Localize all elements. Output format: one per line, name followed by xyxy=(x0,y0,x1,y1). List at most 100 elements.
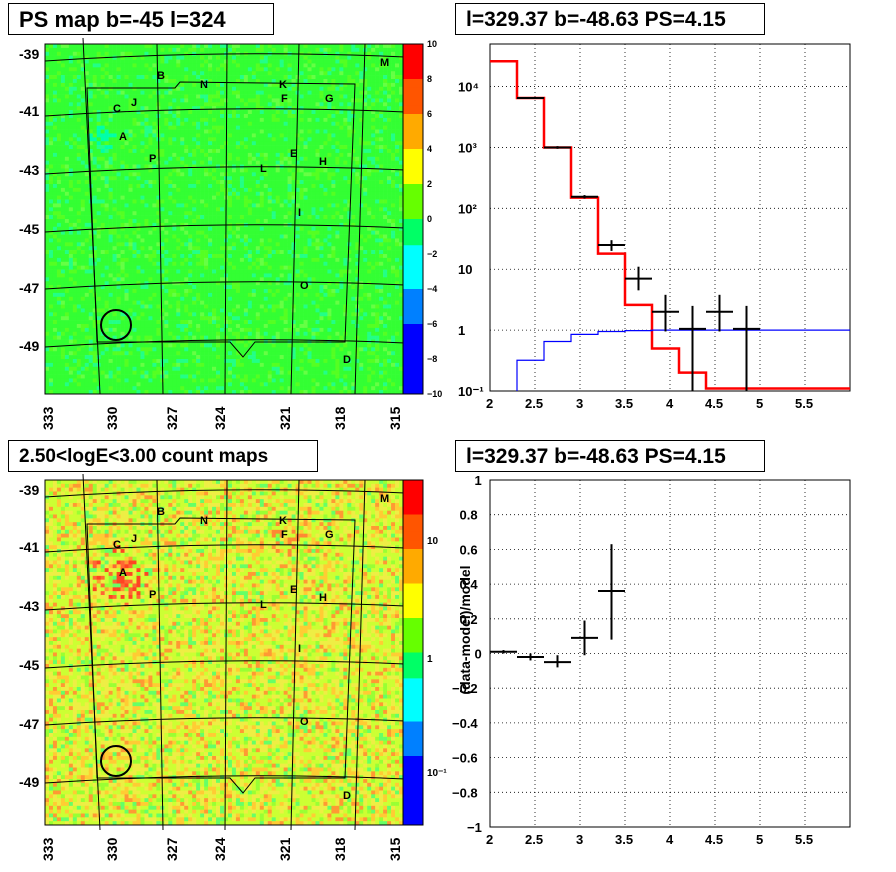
map-pixel xyxy=(69,289,73,293)
map-pixel xyxy=(204,250,208,254)
map-pixel xyxy=(105,137,109,141)
map-pixel xyxy=(53,238,57,242)
map-pixel xyxy=(212,176,216,180)
map-pixel xyxy=(148,324,152,328)
map-pixel xyxy=(61,277,65,281)
map-pixel xyxy=(160,332,164,336)
map-pixel xyxy=(152,301,156,305)
map-pixel xyxy=(53,215,57,219)
map-pixel xyxy=(105,382,109,386)
map-pixel xyxy=(208,289,212,293)
map-pixel xyxy=(125,91,129,95)
map-pixel xyxy=(232,141,236,145)
map-pixel xyxy=(196,242,200,246)
map-pixel xyxy=(117,289,121,293)
map-pixel xyxy=(93,359,97,363)
map-pixel xyxy=(81,262,85,266)
map-pixel xyxy=(200,145,204,149)
map-pixel xyxy=(216,289,220,293)
map-pixel xyxy=(252,375,256,379)
map-pixel xyxy=(129,347,133,351)
map-pixel xyxy=(256,83,260,87)
map-pixel xyxy=(224,336,228,340)
map-pixel xyxy=(236,48,240,52)
map-pixel xyxy=(85,56,89,60)
map-pixel xyxy=(208,165,212,169)
map-pixel xyxy=(73,371,77,375)
map-pixel xyxy=(240,242,244,246)
map-pixel xyxy=(200,130,204,134)
map-pixel xyxy=(264,130,268,134)
map-pixel xyxy=(61,305,65,309)
map-pixel xyxy=(113,52,117,56)
map-pixel xyxy=(85,215,89,219)
map-pixel xyxy=(156,277,160,281)
map-pixel xyxy=(57,211,61,215)
map-pixel xyxy=(93,126,97,130)
map-pixel xyxy=(168,87,172,91)
map-pixel xyxy=(121,343,125,347)
map-pixel xyxy=(260,289,264,293)
map-pixel xyxy=(73,336,77,340)
map-pixel xyxy=(208,386,212,390)
map-pixel xyxy=(125,305,129,309)
map-pixel xyxy=(256,297,260,301)
map-pixel xyxy=(49,165,53,169)
map-pixel xyxy=(121,328,125,332)
map-pixel xyxy=(117,371,121,375)
map-pixel xyxy=(252,102,256,106)
map-pixel xyxy=(196,235,200,239)
map-pixel xyxy=(248,363,252,367)
map-pixel xyxy=(228,60,232,64)
map-pixel xyxy=(212,63,216,67)
map-pixel xyxy=(184,157,188,161)
map-pixel xyxy=(69,277,73,281)
map-pixel xyxy=(101,270,105,274)
map-pixel xyxy=(152,235,156,239)
map-pixel xyxy=(89,273,93,277)
map-pixel xyxy=(152,254,156,258)
map-pixel xyxy=(248,235,252,239)
map-pixel xyxy=(93,196,97,200)
map-pixel xyxy=(57,71,61,75)
map-pixel xyxy=(184,211,188,215)
map-pixel xyxy=(184,180,188,184)
map-pixel xyxy=(148,305,152,309)
map-pixel xyxy=(212,60,216,64)
map-pixel xyxy=(260,141,264,145)
map-pixel xyxy=(164,250,168,254)
map-pixel xyxy=(240,320,244,324)
map-pixel xyxy=(180,192,184,196)
map-pixel xyxy=(216,367,220,371)
map-pixel xyxy=(188,176,192,180)
map-pixel xyxy=(204,157,208,161)
map-pixel xyxy=(200,305,204,309)
map-pixel xyxy=(53,149,57,153)
map-pixel xyxy=(136,301,140,305)
map-pixel xyxy=(85,328,89,332)
map-pixel xyxy=(152,273,156,277)
map-pixel xyxy=(152,122,156,126)
map-pixel xyxy=(264,63,268,67)
map-pixel xyxy=(240,184,244,188)
map-pixel xyxy=(192,192,196,196)
map-pixel xyxy=(73,305,77,309)
map-pixel xyxy=(136,312,140,316)
map-pixel xyxy=(188,301,192,305)
map-pixel xyxy=(101,223,105,227)
map-pixel xyxy=(77,258,81,262)
map-pixel xyxy=(85,382,89,386)
map-pixel xyxy=(216,359,220,363)
map-pixel xyxy=(65,98,69,102)
map-pixel xyxy=(117,297,121,301)
map-pixel xyxy=(208,308,212,312)
map-pixel xyxy=(148,375,152,379)
map-pixel xyxy=(188,258,192,262)
map-pixel xyxy=(244,141,248,145)
map-pixel xyxy=(260,332,264,336)
map-pixel xyxy=(73,67,77,71)
map-pixel xyxy=(256,91,260,95)
map-pixel xyxy=(184,378,188,382)
map-pixel xyxy=(212,301,216,305)
map-pixel xyxy=(180,83,184,87)
